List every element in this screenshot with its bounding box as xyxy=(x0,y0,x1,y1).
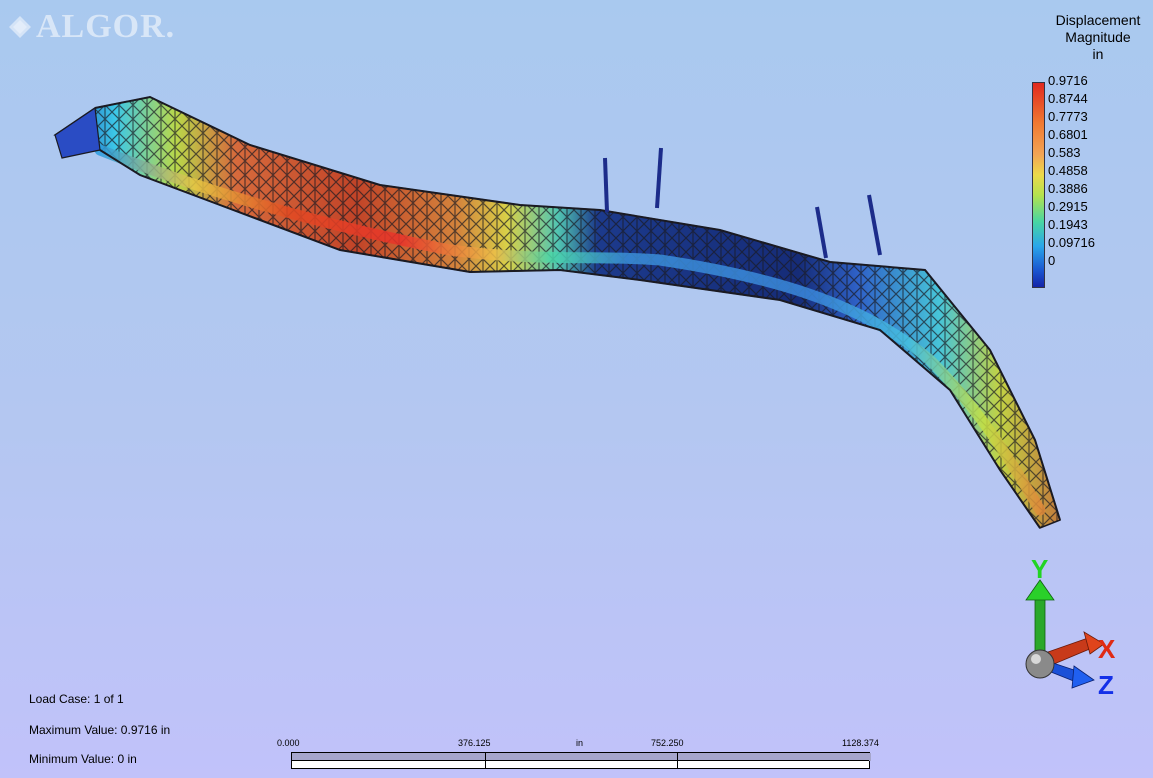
algor-logo: ALGOR. xyxy=(8,10,175,44)
min-value-text: Minimum Value: 0 in xyxy=(29,752,137,766)
support-post xyxy=(603,157,609,213)
truss-top-chord xyxy=(94,95,1061,521)
color-scale-bar xyxy=(1032,82,1045,288)
scale-bar xyxy=(291,752,871,769)
legend-value: 0 xyxy=(1048,253,1056,268)
x-axis-label: X xyxy=(1098,634,1116,664)
logo-text: ALGOR. xyxy=(36,8,176,45)
legend-value: 0.9716 xyxy=(1048,73,1088,88)
truss-left-end xyxy=(54,106,101,159)
scale-label: 0.000 xyxy=(277,738,300,748)
legend-title: Displacement Magnitude in xyxy=(1023,12,1143,63)
legend-title-line: Displacement xyxy=(1055,12,1141,28)
legend-value: 0.6801 xyxy=(1048,127,1088,142)
scale-bar-upper xyxy=(292,753,871,761)
support-post xyxy=(815,206,828,259)
axis-triad[interactable]: Y X Z xyxy=(1018,556,1128,696)
legend-value: 0.8744 xyxy=(1048,91,1088,106)
legend-unit: in xyxy=(1092,46,1104,62)
truss-bottom-chord xyxy=(99,149,1041,529)
y-axis-label: Y xyxy=(1031,556,1048,584)
legend-value: 0.7773 xyxy=(1048,109,1088,124)
scale-label: 752.250 xyxy=(651,738,684,748)
scale-midline xyxy=(292,760,869,761)
legend-value: 0.09716 xyxy=(1048,235,1095,250)
truss-lattice xyxy=(55,97,1060,528)
scale-labels: 0.000 376.125 in 752.250 1128.374 xyxy=(0,738,1153,750)
legend-value: 0.2915 xyxy=(1048,199,1088,214)
legend-value: 0.1943 xyxy=(1048,217,1088,232)
legend-title-line: Magnitude xyxy=(1065,29,1131,45)
load-case-text: Load Case: 1 of 1 xyxy=(29,692,124,706)
legend-value: 0.4858 xyxy=(1048,163,1088,178)
legend-value: 0.3886 xyxy=(1048,181,1088,196)
max-value-text: Maximum Value: 0.9716 in xyxy=(29,723,171,737)
scale-label: 376.125 xyxy=(458,738,491,748)
legend-value: 0.583 xyxy=(1048,145,1081,160)
scale-divider xyxy=(485,753,486,769)
diamond-logo-icon xyxy=(9,16,31,38)
scale-divider xyxy=(677,753,678,769)
z-axis-label: Z xyxy=(1098,670,1114,696)
scale-unit: in xyxy=(576,738,584,748)
support-post xyxy=(867,194,882,256)
scale-label: 1128.374 xyxy=(842,738,879,748)
truss-core xyxy=(94,144,1046,516)
support-post xyxy=(655,147,663,209)
